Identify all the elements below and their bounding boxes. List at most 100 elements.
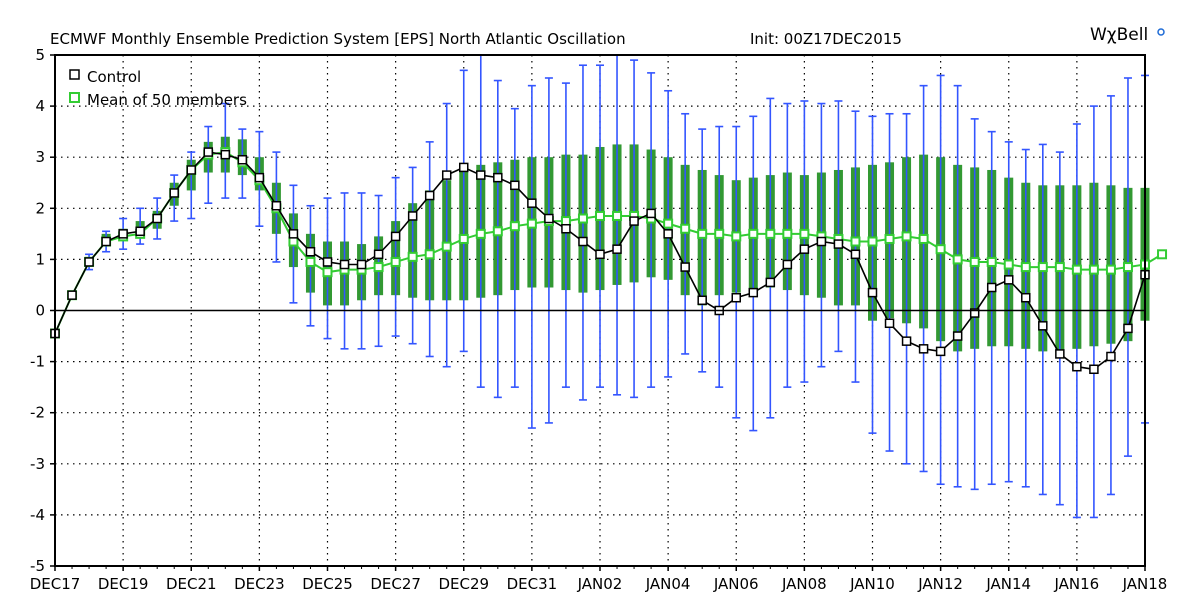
control-marker bbox=[612, 244, 622, 254]
mean-marker bbox=[935, 244, 946, 255]
control-marker bbox=[935, 346, 946, 357]
control-marker bbox=[407, 211, 418, 221]
x-tick-label: DEC31 bbox=[507, 575, 558, 593]
brand-dot-icon bbox=[1157, 28, 1165, 36]
y-tick-label: 1 bbox=[35, 250, 45, 268]
x-tick-label: DEC19 bbox=[98, 575, 149, 593]
mean-marker bbox=[867, 236, 878, 247]
control-marker bbox=[867, 287, 878, 298]
mean-marker bbox=[986, 256, 997, 267]
control-marker bbox=[663, 229, 673, 239]
control-marker bbox=[578, 236, 588, 247]
control-marker bbox=[969, 308, 980, 318]
control-marker bbox=[799, 244, 810, 254]
x-tick-label: DEC29 bbox=[438, 575, 489, 593]
control-marker bbox=[1004, 275, 1014, 285]
legend-control-marker bbox=[69, 69, 80, 80]
mean-marker bbox=[799, 228, 810, 239]
y-tick-label: -4 bbox=[30, 506, 45, 524]
mean-marker bbox=[1088, 264, 1099, 275]
mean-marker bbox=[595, 210, 605, 221]
control-marker bbox=[356, 259, 367, 270]
control-marker bbox=[67, 290, 77, 300]
y-tick-label: -1 bbox=[30, 353, 45, 371]
control-marker bbox=[833, 239, 844, 249]
control-marker bbox=[373, 249, 384, 260]
x-tick-label: DEC17 bbox=[30, 575, 81, 593]
control-series bbox=[50, 147, 1150, 375]
mean-marker bbox=[492, 226, 503, 237]
control-marker bbox=[288, 229, 299, 239]
axes: -5 -4 -3 -2 -1 0 1 2 3 4 5 DEC17 DEC19 DEC21 DEC23 DEC2… bbox=[30, 46, 1168, 593]
control-marker bbox=[493, 172, 503, 183]
mean-marker bbox=[1122, 262, 1133, 273]
control-marker bbox=[322, 257, 333, 267]
chart-title: ECMWF Monthly Ensemble Prediction System… bbox=[50, 30, 626, 48]
whiskers bbox=[68, 54, 1149, 519]
control-marker bbox=[390, 231, 401, 242]
mean-marker bbox=[1020, 262, 1031, 273]
control-marker bbox=[254, 172, 265, 183]
y-tick-label: 2 bbox=[35, 199, 45, 217]
mean-marker bbox=[1037, 262, 1048, 273]
control-marker bbox=[1021, 292, 1031, 303]
mean-marker bbox=[305, 256, 316, 267]
mean-marker bbox=[509, 221, 520, 232]
control-marker bbox=[1055, 349, 1065, 359]
mean-marker bbox=[424, 249, 435, 260]
mean-marker bbox=[1157, 249, 1168, 260]
control-marker bbox=[884, 318, 895, 329]
control-marker bbox=[510, 180, 520, 191]
control-marker bbox=[203, 147, 214, 157]
control-marker bbox=[1072, 361, 1082, 372]
control-marker bbox=[595, 249, 605, 260]
mean-marker bbox=[901, 231, 912, 242]
mean-marker bbox=[697, 228, 708, 239]
mean-marker bbox=[1071, 264, 1082, 275]
y-tick-label: -5 bbox=[30, 557, 45, 575]
y-tick-label: -2 bbox=[30, 404, 45, 422]
control-marker bbox=[561, 223, 571, 234]
control-marker bbox=[646, 208, 656, 219]
mean-marker bbox=[373, 262, 384, 273]
x-tick-label: JAN06 bbox=[713, 575, 759, 593]
mean-marker bbox=[731, 231, 742, 242]
control-marker bbox=[1123, 323, 1133, 334]
legend: Control Mean of 50 members bbox=[69, 68, 247, 109]
control-marker bbox=[169, 188, 179, 198]
init-label: Init: 00Z17DEC2015 bbox=[750, 30, 902, 48]
mean-marker bbox=[884, 233, 895, 244]
control-marker bbox=[527, 198, 537, 208]
control-marker bbox=[731, 292, 741, 303]
mean-marker bbox=[952, 254, 963, 265]
x-tick-label: JAN02 bbox=[577, 575, 623, 593]
control-marker bbox=[186, 165, 196, 175]
mean-marker bbox=[1054, 262, 1065, 273]
control-marker bbox=[305, 246, 316, 257]
control-marker bbox=[952, 331, 963, 341]
mean-marker bbox=[441, 241, 452, 252]
mean-series bbox=[50, 147, 1168, 339]
control-marker bbox=[101, 236, 111, 247]
control-marker bbox=[629, 216, 639, 226]
control-marker bbox=[544, 213, 554, 224]
control-marker bbox=[680, 262, 690, 272]
y-tick-label: 0 bbox=[35, 302, 45, 320]
mean-marker bbox=[577, 213, 588, 224]
control-marker bbox=[220, 149, 231, 160]
x-tick-label: JAN04 bbox=[645, 575, 691, 593]
control-marker bbox=[850, 249, 861, 260]
legend-mean-label: Mean of 50 members bbox=[87, 91, 247, 109]
x-tick-label: DEC25 bbox=[302, 575, 353, 593]
control-marker bbox=[748, 287, 759, 298]
control-marker bbox=[986, 282, 997, 293]
control-marker bbox=[901, 336, 912, 346]
mean-marker bbox=[918, 233, 929, 244]
x-tick-label: JAN18 bbox=[1122, 575, 1168, 593]
boxes bbox=[67, 136, 1150, 352]
y-tick-label: -3 bbox=[30, 455, 45, 473]
mean-marker bbox=[322, 267, 333, 278]
mean-marker bbox=[612, 210, 623, 221]
mean-marker bbox=[714, 228, 725, 239]
